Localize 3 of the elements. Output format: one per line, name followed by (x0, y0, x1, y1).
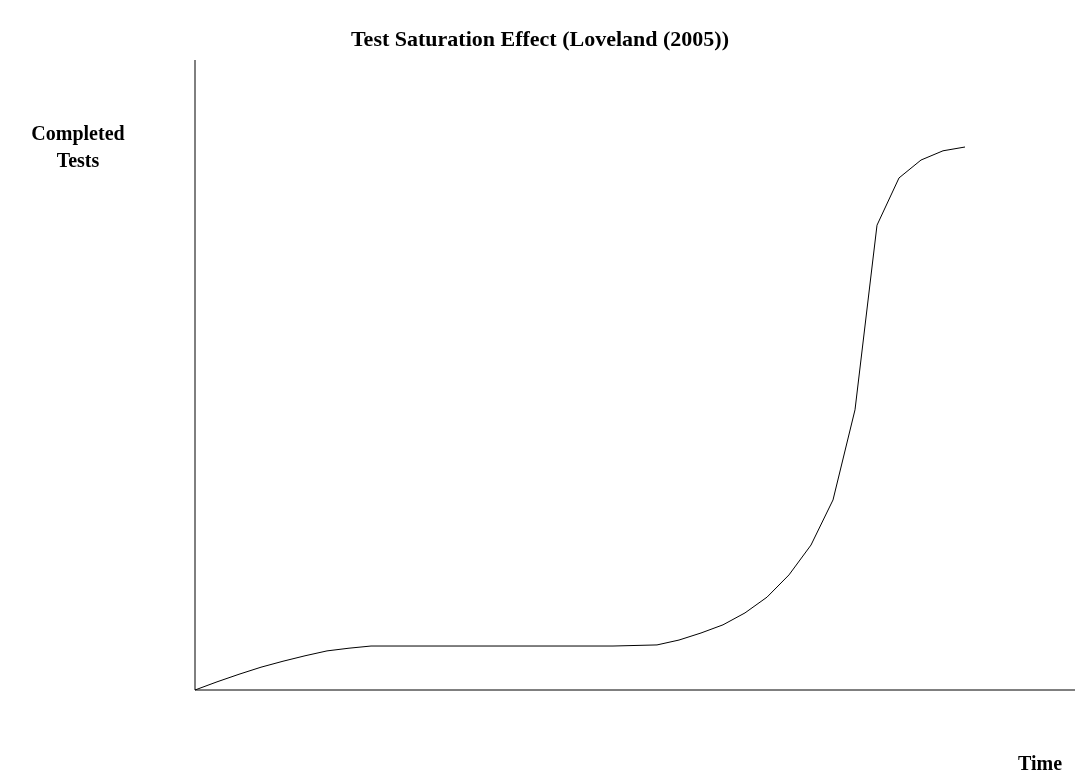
x-axis-title: Time (1017, 752, 1063, 774)
chart-title: Test Saturation Effect (Loveland (2005)) (350, 26, 730, 51)
y-axis-title: Completed Tests (31, 122, 125, 171)
